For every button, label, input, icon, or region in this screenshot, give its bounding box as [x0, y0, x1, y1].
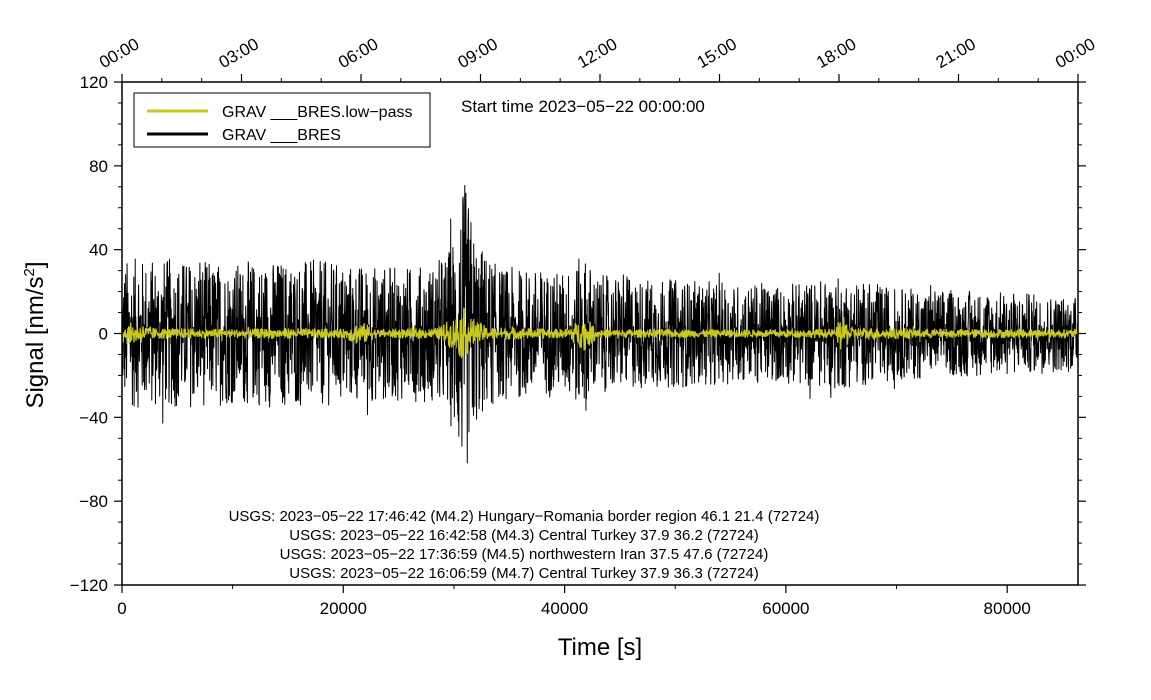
legend-label-raw: GRAV ___BRES	[222, 127, 341, 144]
x-axis-title: Time [s]	[558, 634, 642, 661]
series-lowpass-line	[121, 307, 1079, 359]
legend: GRAV ___BRES.low−pass GRAV ___BRES	[133, 92, 431, 148]
y-tick-label: 0	[99, 325, 108, 344]
y-tick-label: −40	[79, 408, 108, 427]
x-tick-label: 60000	[762, 599, 809, 618]
y-tick-label: −80	[79, 492, 108, 511]
y-tick-label: −120	[70, 576, 108, 595]
event-annotation: USGS: 2023−05−22 17:36:59 (M4.5) northwe…	[280, 546, 769, 563]
axes-layer: 0 20000 40000 60000 8000012080400−40−80−1200…	[70, 34, 1099, 618]
x-tick-label: 0	[117, 599, 126, 618]
start-time-label: Start time 2023−05−22 00:00:00	[461, 97, 705, 116]
event-annotation: USGS: 2023−05−22 16:06:59 (M4.7) Central…	[289, 565, 758, 582]
y-tick-label: 80	[89, 157, 108, 176]
x-tick-label: 20000	[320, 599, 367, 618]
y-tick-label: 120	[80, 73, 108, 92]
x-tick-label: 80000	[984, 599, 1031, 618]
y-tick-label: 40	[89, 241, 108, 260]
legend-label-lowpass: GRAV ___BRES.low−pass	[222, 104, 412, 121]
event-annotation: USGS: 2023−05−22 17:46:42 (M4.2) Hungary…	[229, 508, 820, 525]
y-axis-title-main: Signal [nm/s	[22, 276, 49, 408]
trace-layer	[121, 184, 1079, 464]
event-annotations: USGS: 2023−05−22 17:46:42 (M4.2) Hungary…	[229, 508, 820, 582]
y-axis-title: Signal [nm/s2]	[21, 261, 49, 408]
y-axis-title-sup: 2	[21, 268, 38, 276]
legend-box	[133, 92, 431, 148]
y-axis-title-close: ]	[22, 261, 49, 268]
event-annotation: USGS: 2023−05−22 16:42:58 (M4.3) Central…	[289, 527, 758, 544]
x-tick-label: 40000	[541, 599, 588, 618]
